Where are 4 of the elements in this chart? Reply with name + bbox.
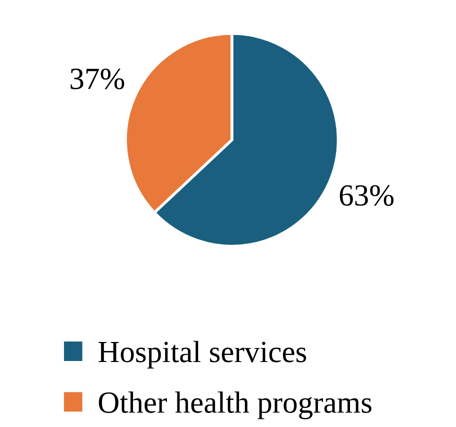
data-label: 63% <box>340 185 394 206</box>
legend-label: Hospital services <box>98 340 306 369</box>
legend-label: Other health programs <box>98 391 372 420</box>
data-label: 37% <box>70 68 124 90</box>
